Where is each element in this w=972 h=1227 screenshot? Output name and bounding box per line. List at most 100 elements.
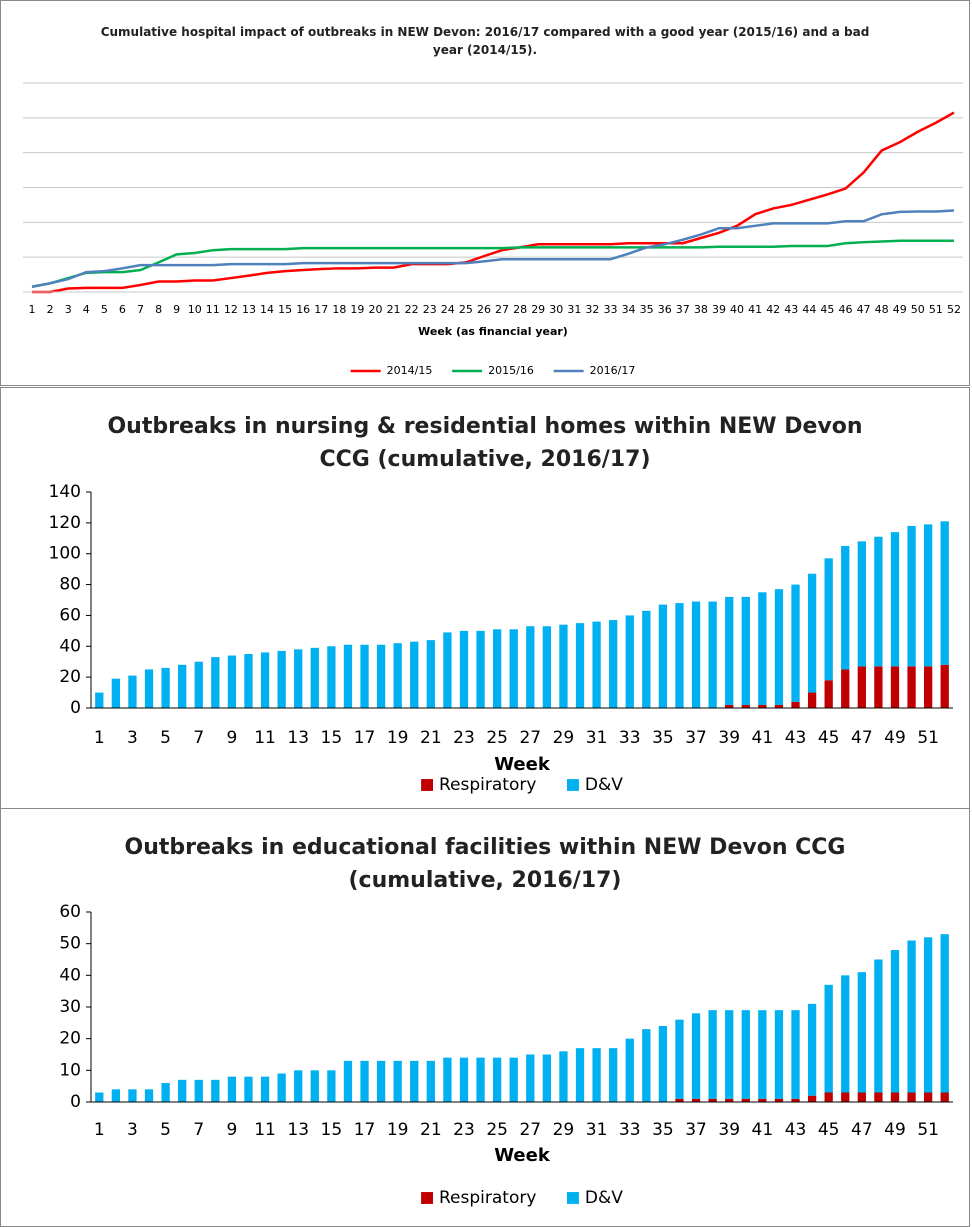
x-tick-label: 11 — [206, 303, 220, 316]
x-tick-label: 40 — [730, 303, 744, 316]
bar-segment — [393, 1060, 402, 1102]
bar-segment — [907, 666, 916, 708]
bar-segment — [907, 525, 916, 667]
x-tick-label: 12 — [224, 303, 238, 316]
bar-segment — [95, 1092, 104, 1102]
bar-segment — [459, 1057, 469, 1102]
bar-segment — [774, 1010, 784, 1099]
x-tick-label: 36 — [658, 303, 672, 316]
x-tick-label: 3 — [127, 1120, 138, 1140]
bar-segment — [476, 1057, 485, 1102]
x-tick-label: 23 — [423, 303, 437, 316]
bar-segment — [857, 972, 866, 1093]
bar-segment — [708, 1098, 717, 1102]
x-tick-label: 9 — [173, 303, 180, 316]
bar-segment — [658, 604, 668, 708]
x-tick-label: 41 — [748, 303, 762, 316]
bar-segment — [327, 646, 336, 708]
legend-label: Respiratory — [439, 775, 536, 795]
legend-label: 2014/15 — [387, 364, 433, 377]
bar-segment — [923, 524, 933, 667]
bar-segment — [758, 704, 767, 708]
x-tick-label: 51 — [917, 728, 939, 748]
x-tick-label: 35 — [652, 728, 674, 748]
bar-segment — [890, 666, 900, 708]
bar-segment — [874, 536, 883, 667]
bar-segment — [294, 1070, 303, 1102]
chart-title: Outbreaks in educational facilities with… — [124, 835, 846, 893]
bar-segment — [691, 1013, 701, 1099]
chart-title: Outbreaks in nursing & residential homes… — [107, 414, 863, 472]
bar-segment — [741, 596, 750, 705]
bar-segment — [824, 680, 833, 708]
bar-segment — [211, 657, 220, 708]
bar-segment — [741, 1010, 750, 1099]
bar-segment — [741, 704, 750, 708]
x-tick-label: 44 — [802, 303, 816, 316]
bar-segment — [277, 1073, 286, 1102]
bar-segment — [194, 1079, 203, 1102]
x-tick-label: 27 — [519, 728, 541, 748]
bar-segment — [940, 521, 949, 665]
bar-segment — [509, 1057, 518, 1102]
bar-segment — [675, 1019, 684, 1099]
bar-segment — [758, 1098, 767, 1102]
x-tick-label: 20 — [369, 303, 383, 316]
y-tick-label: 50 — [59, 934, 81, 954]
x-tick-label: 21 — [420, 1120, 442, 1140]
x-tick-label: 6 — [119, 303, 126, 316]
x-tick-label: 25 — [486, 1120, 508, 1140]
x-tick-label: 16 — [296, 303, 310, 316]
y-tick-label: 0 — [70, 1092, 81, 1112]
x-axis-title: Week — [494, 1145, 551, 1166]
bar-segment — [592, 1048, 601, 1102]
bar-segment — [244, 654, 253, 708]
x-tick-label: 47 — [851, 728, 873, 748]
bar-segment — [277, 650, 286, 708]
bar-segment — [807, 692, 817, 708]
x-tick-label: 2 — [47, 303, 54, 316]
x-tick-label: 35 — [640, 303, 654, 316]
x-tick-label: 52 — [947, 303, 961, 316]
x-tick-label: 51 — [917, 1120, 939, 1140]
chart-title: Cumulative hospital impact of outbreaks … — [100, 25, 870, 57]
bar-segment — [178, 664, 187, 708]
bar-segment — [774, 1098, 784, 1102]
bar-segment — [841, 546, 850, 670]
bar-segment — [575, 1048, 585, 1102]
bar-segment — [178, 1079, 187, 1102]
bar-segment — [675, 603, 684, 708]
x-tick-label: 22 — [405, 303, 419, 316]
bar-segment — [940, 664, 949, 708]
bar-segment — [874, 1092, 883, 1102]
bar-segment — [890, 532, 900, 667]
bar-segment — [95, 692, 104, 708]
x-tick-label: 17 — [314, 303, 328, 316]
x-tick-label: 18 — [332, 303, 346, 316]
bar-segment — [923, 1092, 933, 1102]
bar-segment — [244, 1076, 253, 1102]
bar-segment — [791, 584, 800, 702]
x-tick-label: 33 — [619, 1120, 641, 1140]
x-tick-label: 25 — [486, 728, 508, 748]
bar-segment — [111, 1089, 121, 1102]
legend-label: Respiratory — [439, 1188, 536, 1208]
bar-segment — [111, 678, 121, 708]
bar-segment — [542, 1054, 552, 1102]
x-tick-label: 9 — [226, 1120, 237, 1140]
x-tick-label: 10 — [188, 303, 202, 316]
x-tick-label: 19 — [350, 303, 364, 316]
x-tick-label: 24 — [441, 303, 455, 316]
series-line — [31, 209, 955, 289]
x-tick-label: 49 — [884, 1120, 906, 1140]
x-tick-label: 50 — [911, 303, 925, 316]
y-tick-label: 20 — [59, 667, 81, 687]
legend-swatch — [567, 1192, 579, 1204]
y-tick-label: 40 — [59, 965, 81, 985]
bar-segment — [841, 669, 850, 708]
x-tick-label: 5 — [160, 1120, 171, 1140]
bar-segment — [360, 644, 369, 708]
bar-segment — [725, 1010, 734, 1099]
x-tick-label: 33 — [619, 728, 641, 748]
